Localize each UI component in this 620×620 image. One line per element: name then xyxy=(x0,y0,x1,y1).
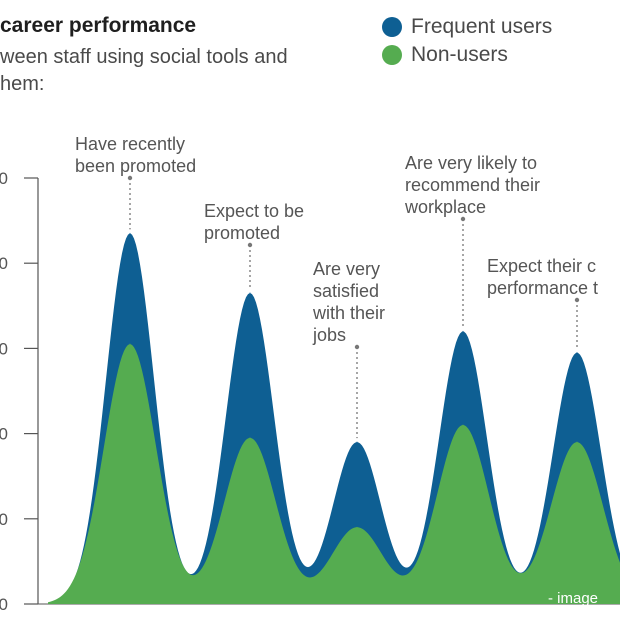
annotation-label-4-line-1: Are very likely to xyxy=(405,153,537,173)
annotation-label-3-line-3: with their xyxy=(312,303,385,323)
leader-dot-3 xyxy=(354,344,360,350)
chart-title: career performance xyxy=(0,14,197,37)
data-point-non-3 xyxy=(356,526,358,528)
data-point-frequent-3 xyxy=(356,441,358,443)
data-point-non-2 xyxy=(249,437,251,439)
annotation-label-2-line-1: Expect to be xyxy=(204,201,304,221)
y-tick-label-4: 0 xyxy=(0,254,8,273)
legend-swatch-non-users xyxy=(382,45,402,65)
leader-dot-5 xyxy=(574,297,580,303)
y-tick-label-2: 0 xyxy=(0,425,8,444)
annotation-label-4-line-3: workplace xyxy=(404,197,486,217)
y-tick-label-0: 0 xyxy=(0,595,8,614)
legend-swatch-frequent-users xyxy=(382,17,402,37)
chart-subtitle: ween staff using social tools and hem: xyxy=(0,46,288,95)
leader-dot-1 xyxy=(127,175,133,181)
annotation-label-3-line-1: Are very xyxy=(313,259,380,279)
legend-label-frequent-users: Frequent users xyxy=(411,15,553,38)
annotation-label-4-line-2: recommend their xyxy=(405,175,540,195)
legend-item-non-users: Non-users xyxy=(382,42,508,68)
annotation-label-5-line-1: Expect their c xyxy=(487,256,596,276)
annotation-label-1-line-1: Have recently xyxy=(75,134,185,154)
data-point-frequent-5 xyxy=(576,352,578,354)
data-point-frequent-2 xyxy=(249,292,251,294)
y-tick-label-5: 0 xyxy=(0,169,8,188)
annotation-label-5-line-2: performance t xyxy=(487,278,598,298)
data-point-frequent-4 xyxy=(462,330,464,332)
annotation-label-3-line-2: satisfied xyxy=(313,281,379,301)
y-tick-label-3: 0 xyxy=(0,339,8,358)
annotation-label-1-line-2: been promoted xyxy=(75,156,196,176)
data-point-non-5 xyxy=(576,441,578,443)
y-tick-label-1: 0 xyxy=(0,510,8,529)
leader-dot-2 xyxy=(247,242,253,248)
data-point-non-4 xyxy=(462,424,464,426)
series-area-non-users xyxy=(48,344,620,604)
data-point-frequent-1 xyxy=(129,232,131,234)
watermark-text: - image xyxy=(548,590,599,607)
annotation-label-2-line-2: promoted xyxy=(204,223,280,243)
legend-label-non-users: Non-users xyxy=(411,43,508,66)
leader-dot-4 xyxy=(460,216,466,222)
annotation-label-3-line-4: jobs xyxy=(312,325,346,345)
legend-item-frequent-users: Frequent users xyxy=(382,14,552,40)
data-point-non-1 xyxy=(129,343,131,345)
